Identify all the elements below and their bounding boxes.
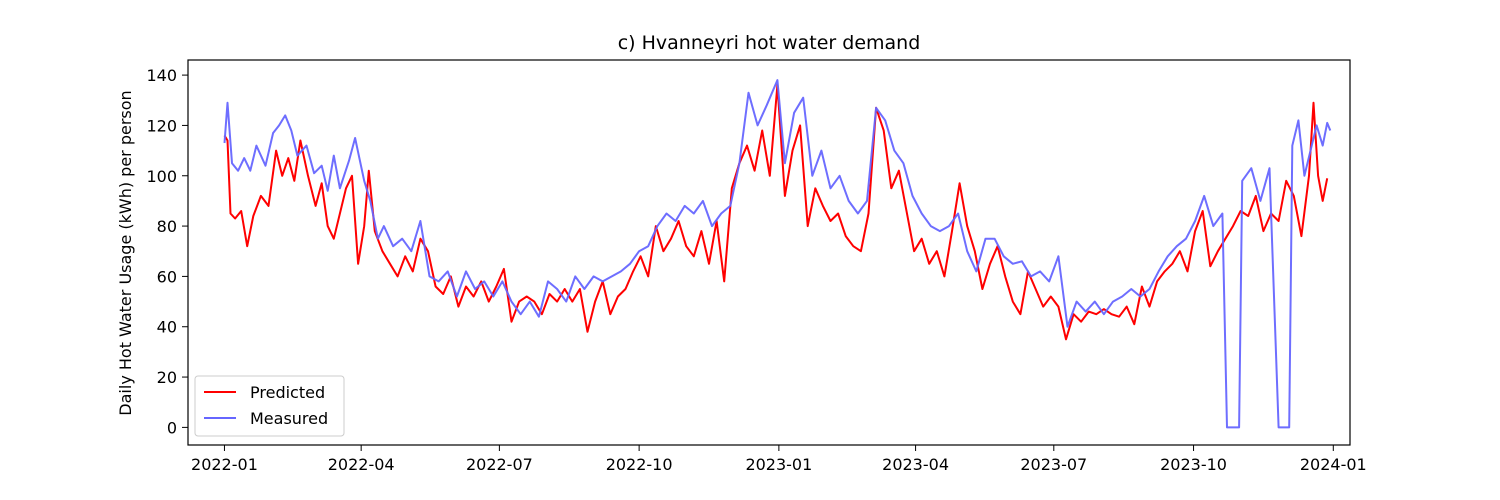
- x-tick-label: 2022-10: [606, 455, 673, 474]
- x-tick-label: 2022-07: [466, 455, 533, 474]
- legend-label-measured: Measured: [250, 409, 328, 428]
- y-tick-label: 40: [157, 318, 177, 337]
- x-tick-label: 2022-01: [191, 455, 258, 474]
- y-axis-label: Daily Hot Water Usage (kWh) per person: [116, 90, 135, 415]
- y-tick-label: 0: [167, 418, 177, 437]
- series-line-measured: [223, 79, 1332, 429]
- y-tick-label: 100: [146, 167, 177, 186]
- legend-label-predicted: Predicted: [250, 383, 325, 402]
- y-tick-label: 60: [157, 267, 177, 286]
- y-tick-label: 20: [157, 368, 177, 387]
- x-tick-label: 2023-07: [1020, 455, 1087, 474]
- plot-area: [188, 60, 1350, 445]
- series-layer: [223, 79, 1332, 429]
- y-tick-label: 80: [157, 217, 177, 236]
- y-tick-label: 120: [146, 116, 177, 135]
- x-tick-label: 2023-01: [745, 455, 812, 474]
- y-axis: 0 20 40 60 80 100 120 140: [146, 66, 188, 437]
- x-axis: 2022-01 2022-04 2022-07 2022-10 2023-01 2023-…: [191, 445, 1367, 474]
- x-tick-label: 2024-01: [1300, 455, 1367, 474]
- x-tick-label: 2023-04: [882, 455, 949, 474]
- plot-frame: [187, 59, 1351, 446]
- y-tick-label: 140: [146, 66, 177, 85]
- x-tick-label: 2022-04: [328, 455, 395, 474]
- legend: Predicted Measured: [194, 375, 345, 437]
- chart-title: c) Hvanneyri hot water demand: [618, 32, 921, 54]
- x-tick-label: 2023-10: [1160, 455, 1227, 474]
